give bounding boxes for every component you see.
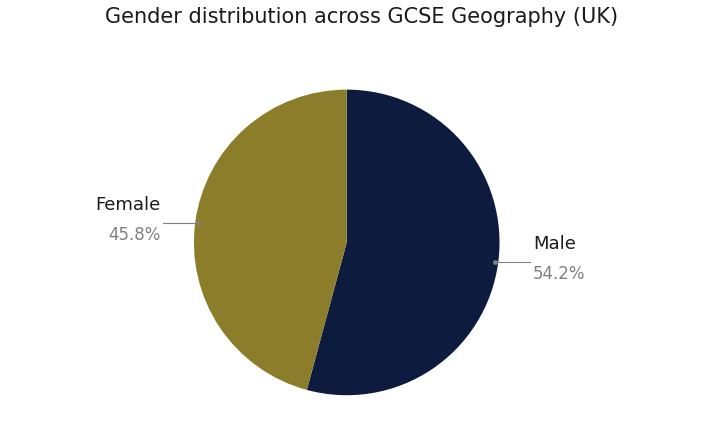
Title: Gender distribution across GCSE Geography (UK): Gender distribution across GCSE Geograph… — [106, 7, 618, 27]
Wedge shape — [194, 90, 347, 390]
Text: Female: Female — [95, 195, 160, 214]
Text: 54.2%: 54.2% — [533, 265, 586, 283]
Wedge shape — [307, 90, 500, 395]
Text: 45.8%: 45.8% — [108, 226, 160, 244]
Text: Male: Male — [533, 235, 576, 253]
